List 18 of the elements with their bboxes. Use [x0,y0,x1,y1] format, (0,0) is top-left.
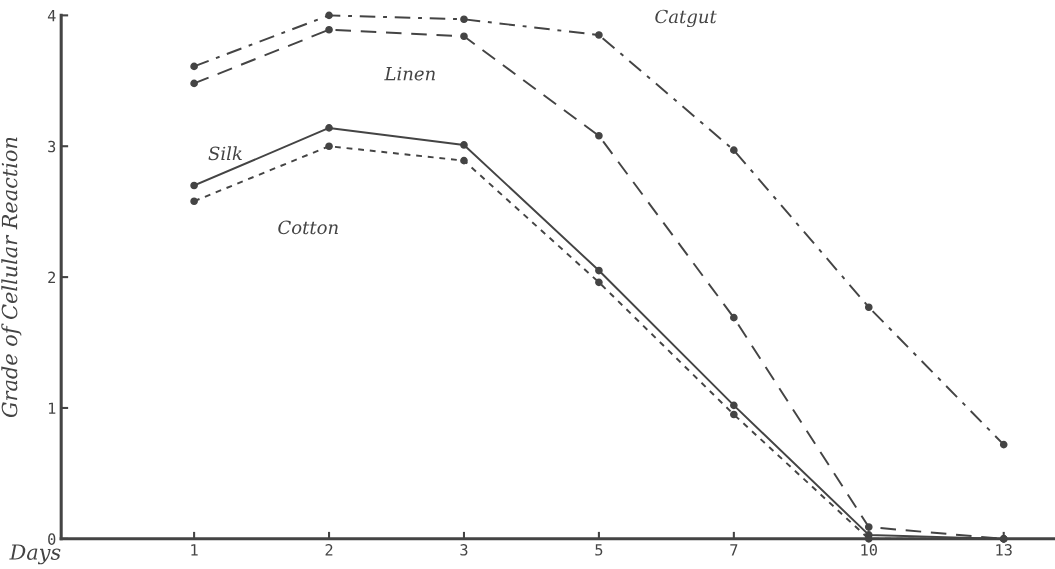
y-tick-label: 4 [47,10,56,22]
x-axis-title: Days [9,544,61,565]
x-tick-label: 3 [460,544,468,556]
x-tick-label: 1 [191,544,198,556]
y-tick-label: 0 [48,533,56,545]
x-tick-label: 5 [595,544,603,556]
x-tick-label: 10 [861,544,877,556]
x-tick-label: 13 [996,544,1012,556]
y-tick-label: 3 [48,140,56,153]
y-tick-label: 2 [48,271,56,283]
series-label: Linen [384,66,435,81]
x-tick-label: 2 [325,544,333,556]
y-axis-title: Grade of Cellular Reaction [1,137,22,418]
y-tick-label: 1 [48,402,56,414]
text: Catgut [655,9,717,28]
text: Cotton [278,220,338,235]
x-tick-label: 7 [730,544,738,556]
series-label: Silk [208,146,242,161]
